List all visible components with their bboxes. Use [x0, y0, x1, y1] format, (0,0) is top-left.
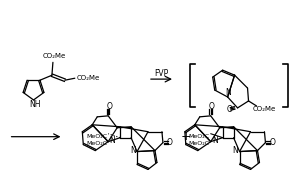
Text: NH: NH [29, 100, 40, 109]
Text: MeO₂C: MeO₂C [86, 134, 107, 139]
Text: O: O [209, 102, 215, 111]
Text: CO₂Me: CO₂Me [76, 75, 99, 81]
Text: FVP: FVP [154, 69, 168, 78]
Text: N: N [226, 88, 231, 97]
Text: N: N [212, 136, 218, 145]
Text: O: O [269, 138, 275, 147]
Text: CO₂Me: CO₂Me [42, 53, 66, 59]
Text: N: N [130, 146, 136, 155]
Text: O: O [227, 105, 233, 114]
Text: O: O [106, 102, 112, 111]
Text: +: + [181, 130, 191, 143]
Text: O: O [167, 138, 173, 147]
Text: MeO₂C: MeO₂C [86, 141, 107, 146]
Text: CO₂Me: CO₂Me [253, 106, 276, 112]
Text: N: N [233, 146, 238, 155]
Text: MeO₂C: MeO₂C [189, 141, 210, 146]
Text: MeO₂C: MeO₂C [189, 134, 210, 139]
Text: N: N [109, 136, 115, 145]
